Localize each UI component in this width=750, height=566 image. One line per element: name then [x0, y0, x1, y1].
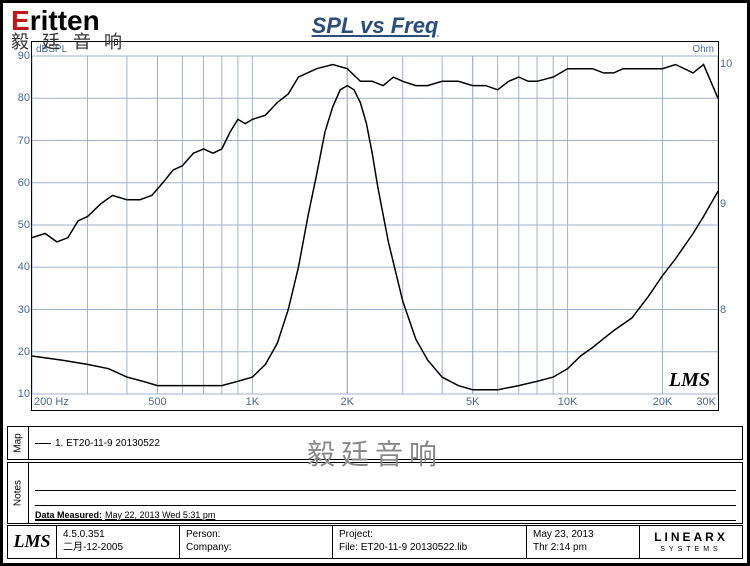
x-tick: 30K [696, 396, 716, 408]
y-left-tick: 50 [18, 219, 32, 231]
ruled-line [35, 476, 736, 491]
map-legend: 1. ET20-11-9 20130522 [29, 427, 742, 459]
x-tick: 5K [466, 396, 479, 408]
map-box: Map 1. ET20-11-9 20130522 [7, 426, 743, 460]
x-tick: 500 [148, 396, 166, 408]
x-tick: 10K [558, 396, 578, 408]
data-measured-value: May 22, 2013 Wed 5:31 pm [105, 510, 215, 520]
map-tab: Map [8, 427, 29, 459]
legend-line-icon [35, 443, 51, 444]
logo-subtitle: 毅 廷 音 响 [11, 33, 126, 51]
footer-person: Person: Company: [180, 526, 333, 558]
x-tick: 200 Hz [34, 396, 69, 408]
notes-tab: Notes [8, 463, 29, 523]
x-tick: 2K [341, 396, 354, 408]
plot-area: dBSPL Ohm LMS 1020304050607080908910200 … [31, 41, 719, 411]
ruled-line: Data Measured: May 22, 2013 Wed 5:31 pm [35, 506, 736, 521]
y-left-tick: 70 [18, 135, 32, 147]
y-left-tick: 10 [18, 388, 32, 400]
linearx-logo: LINEARX SYSTEMS [640, 526, 742, 558]
ruled-line [35, 491, 736, 506]
y-left-tick: 60 [18, 177, 32, 189]
chart-svg [32, 42, 718, 410]
x-tick: 1K [246, 396, 259, 408]
data-measured-label: Data Measured: [35, 510, 102, 520]
footer-version: 4.5.0.351 二月-12-2005 [57, 526, 180, 558]
y-right-unit: Ohm [692, 44, 714, 55]
logo-text: Eritten [11, 7, 126, 35]
brand-logo: Eritten 毅 廷 音 响 [11, 7, 126, 51]
y-left-tick: 40 [18, 261, 32, 273]
notes-content: Data Measured: May 22, 2013 Wed 5:31 pm [29, 463, 742, 523]
footer-project: Project: File: ET20-11-9 20130522.lib [333, 526, 527, 558]
chart-title: SPL vs Freq [312, 13, 439, 39]
notes-box: Notes Data Measured: May 22, 2013 Wed 5:… [7, 462, 743, 524]
x-tick: 20K [653, 396, 673, 408]
y-left-tick: 30 [18, 304, 32, 316]
lms-mark: LMS [669, 369, 710, 392]
y-left-tick: 20 [18, 346, 32, 358]
legend-text: 1. ET20-11-9 20130522 [55, 438, 160, 449]
y-left-tick: 80 [18, 92, 32, 104]
footer-lms-logo: LMS [8, 526, 57, 558]
y-right-tick: 10 [718, 58, 732, 70]
footer-date: May 23, 2013 Thr 2:14 pm [527, 526, 640, 558]
y-right-tick: 9 [718, 198, 726, 210]
app-frame: Eritten 毅 廷 音 响 SPL vs Freq dBSPL Ohm LM… [0, 0, 750, 566]
y-right-tick: 8 [718, 304, 726, 316]
footer: LMS 4.5.0.351 二月-12-2005 Person: Company… [7, 525, 743, 559]
